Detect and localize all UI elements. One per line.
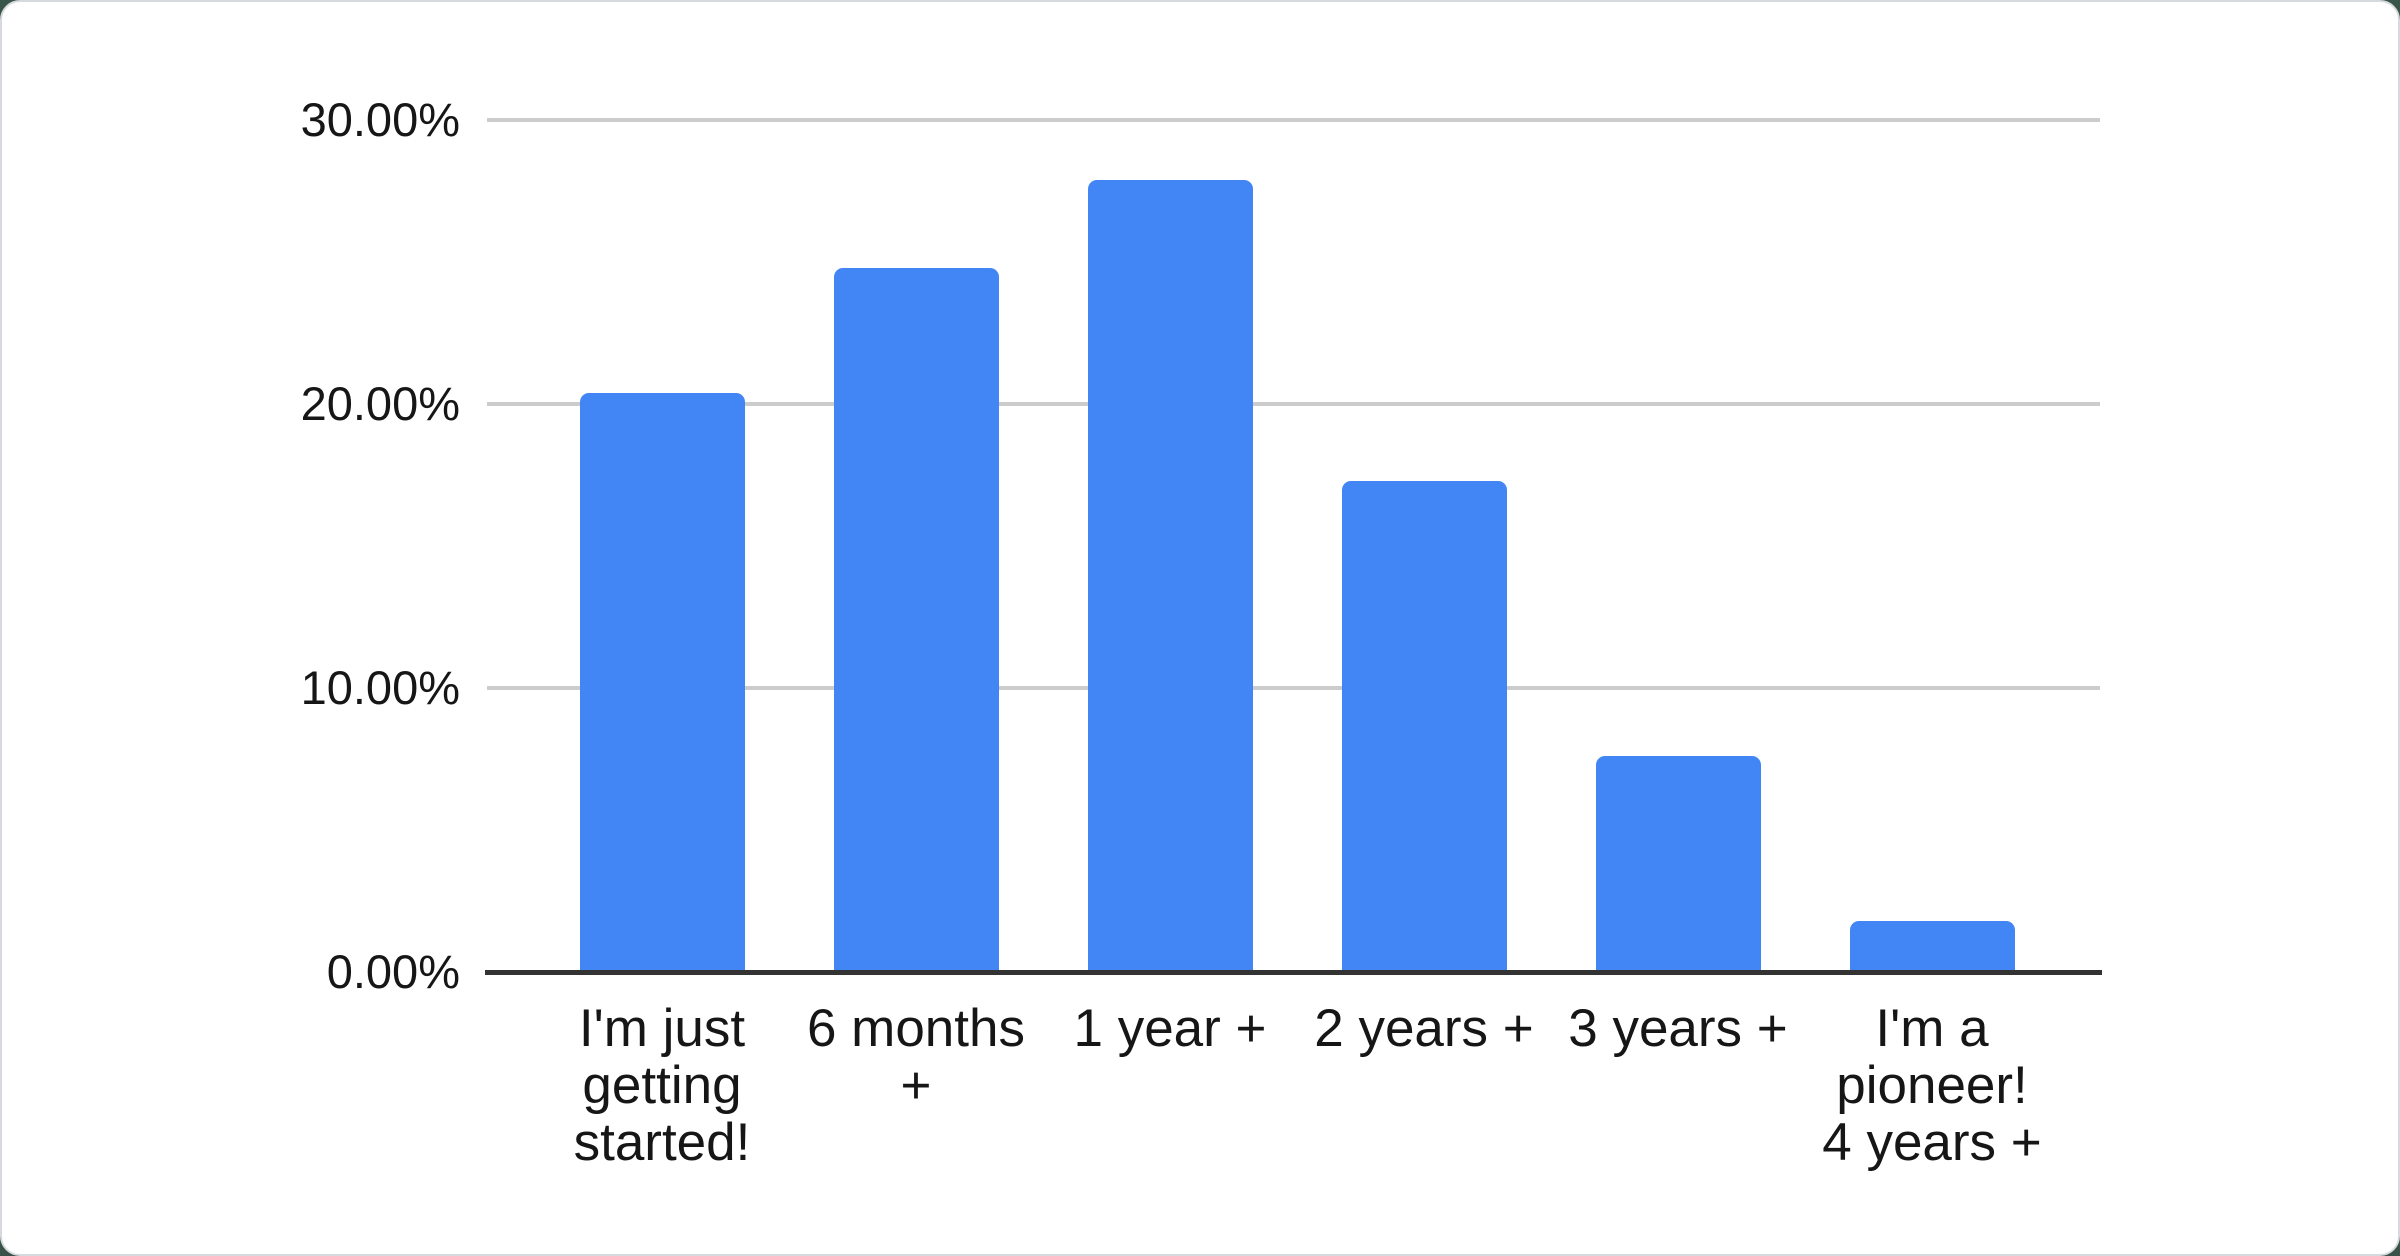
x-axis-category-label: I'm just getting started! (573, 999, 751, 1172)
bar-6[interactable] (1849, 921, 2015, 970)
bar-4[interactable] (1341, 481, 1507, 970)
bar-5[interactable] (1595, 756, 1761, 970)
y-axis-tick-label: 0.00% (326, 945, 460, 998)
bar-1[interactable] (579, 393, 745, 970)
gridline-30pct (487, 118, 2100, 122)
x-axis-category-label: I'm a pioneer! 4 years + (1822, 999, 2042, 1172)
x-axis-category-label: 1 year + (1073, 999, 1267, 1058)
bar-3[interactable] (1087, 180, 1253, 970)
gridline-20pct (487, 402, 2100, 406)
y-axis-tick-label: 20.00% (300, 377, 460, 430)
x-axis-category-label: 6 months + (806, 999, 1025, 1115)
bar-2[interactable] (833, 268, 999, 970)
x-axis-category-label: 3 years + (1568, 999, 1788, 1058)
y-axis-tick-label: 10.00% (300, 661, 460, 714)
y-axis-tick-label: 30.00% (300, 93, 460, 146)
gridline-10pct (487, 686, 2100, 690)
x-axis-category-label: 2 years + (1314, 999, 1534, 1058)
x-axis-line (485, 970, 2102, 975)
